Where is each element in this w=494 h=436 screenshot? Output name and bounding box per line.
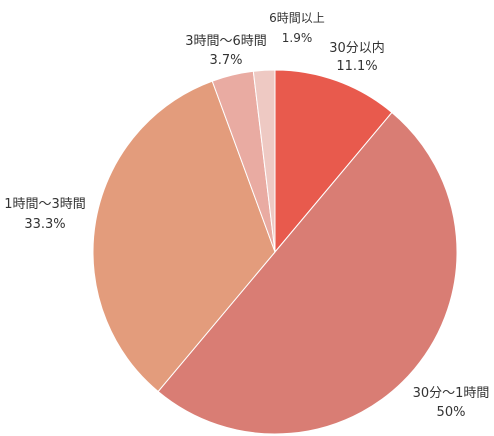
slice-label-3h-6h: 3時間～6時間	[185, 34, 267, 49]
slice-value-30min: 11.1%	[336, 59, 377, 74]
slice-label-1h-3h: 1時間～3時間	[4, 197, 86, 212]
slice-label-6h-plus: 6時間以上	[269, 11, 325, 25]
slice-value-1h-3h: 33.3%	[24, 217, 65, 232]
slice-30min-1h	[157, 111, 458, 435]
slice-label-30min: 30分以内	[329, 40, 385, 56]
slice-label-30min-1h: 30分～1時間	[413, 386, 490, 401]
slice-30min	[274, 69, 393, 254]
slice-value-30min-1h: 50%	[437, 405, 466, 420]
slice-value-6h-plus: 1.9%	[282, 31, 313, 45]
slice-1h-3h	[92, 80, 276, 393]
slice-value-3h-6h: 3.7%	[209, 53, 242, 68]
pie-slices	[92, 69, 458, 435]
slice-6h-plus	[252, 69, 276, 253]
